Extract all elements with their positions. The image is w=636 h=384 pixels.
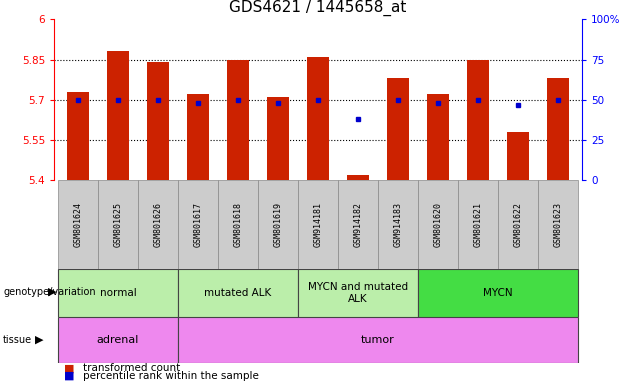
Text: adrenal: adrenal [97, 335, 139, 345]
Bar [187, 94, 209, 180]
Bar [387, 78, 409, 180]
Bar [538, 180, 578, 269]
Text: MYCN: MYCN [483, 288, 513, 298]
Bar [298, 269, 418, 317]
Bar [347, 175, 369, 180]
Text: genotype/variation: genotype/variation [3, 287, 96, 297]
Bar [98, 180, 138, 269]
Text: ▶: ▶ [48, 287, 56, 297]
Bar [507, 132, 529, 180]
Bar [418, 269, 578, 317]
Bar [147, 62, 169, 180]
Bar [58, 180, 98, 269]
Text: normal: normal [100, 288, 136, 298]
Text: ■: ■ [64, 363, 74, 373]
Text: GSM801621: GSM801621 [473, 202, 483, 247]
Text: mutated ALK: mutated ALK [204, 288, 272, 298]
Text: ▶: ▶ [35, 335, 43, 345]
Bar [218, 180, 258, 269]
Text: GSM801623: GSM801623 [553, 202, 562, 247]
Bar [178, 317, 578, 363]
Text: GSM801625: GSM801625 [114, 202, 123, 247]
Bar [58, 317, 178, 363]
Text: GSM801620: GSM801620 [434, 202, 443, 247]
Bar [227, 60, 249, 180]
Bar [138, 180, 178, 269]
Bar [547, 78, 569, 180]
Bar [307, 57, 329, 180]
Bar [338, 180, 378, 269]
Bar [178, 269, 298, 317]
Text: GSM914183: GSM914183 [394, 202, 403, 247]
Bar [418, 180, 458, 269]
Text: tumor: tumor [361, 335, 395, 345]
Text: GSM914182: GSM914182 [354, 202, 363, 247]
Text: GSM801626: GSM801626 [153, 202, 163, 247]
Text: GSM801618: GSM801618 [233, 202, 242, 247]
Text: percentile rank within the sample: percentile rank within the sample [83, 371, 259, 381]
Text: GSM801619: GSM801619 [273, 202, 282, 247]
Bar [267, 97, 289, 180]
Bar [467, 60, 489, 180]
Bar [378, 180, 418, 269]
Text: tissue: tissue [3, 335, 32, 345]
Text: MYCN and mutated
ALK: MYCN and mutated ALK [308, 282, 408, 304]
Bar [498, 180, 538, 269]
Text: GSM801624: GSM801624 [74, 202, 83, 247]
Text: GSM801617: GSM801617 [193, 202, 202, 247]
Text: ■: ■ [64, 371, 74, 381]
Bar [178, 180, 218, 269]
Bar [298, 180, 338, 269]
Bar [107, 51, 129, 180]
Text: GSM914181: GSM914181 [314, 202, 322, 247]
Text: GSM801622: GSM801622 [513, 202, 522, 247]
Bar [67, 92, 89, 180]
Text: transformed count: transformed count [83, 363, 180, 373]
Bar [427, 94, 449, 180]
Bar [458, 180, 498, 269]
Title: GDS4621 / 1445658_at: GDS4621 / 1445658_at [230, 0, 406, 17]
Bar [258, 180, 298, 269]
Bar [58, 269, 178, 317]
